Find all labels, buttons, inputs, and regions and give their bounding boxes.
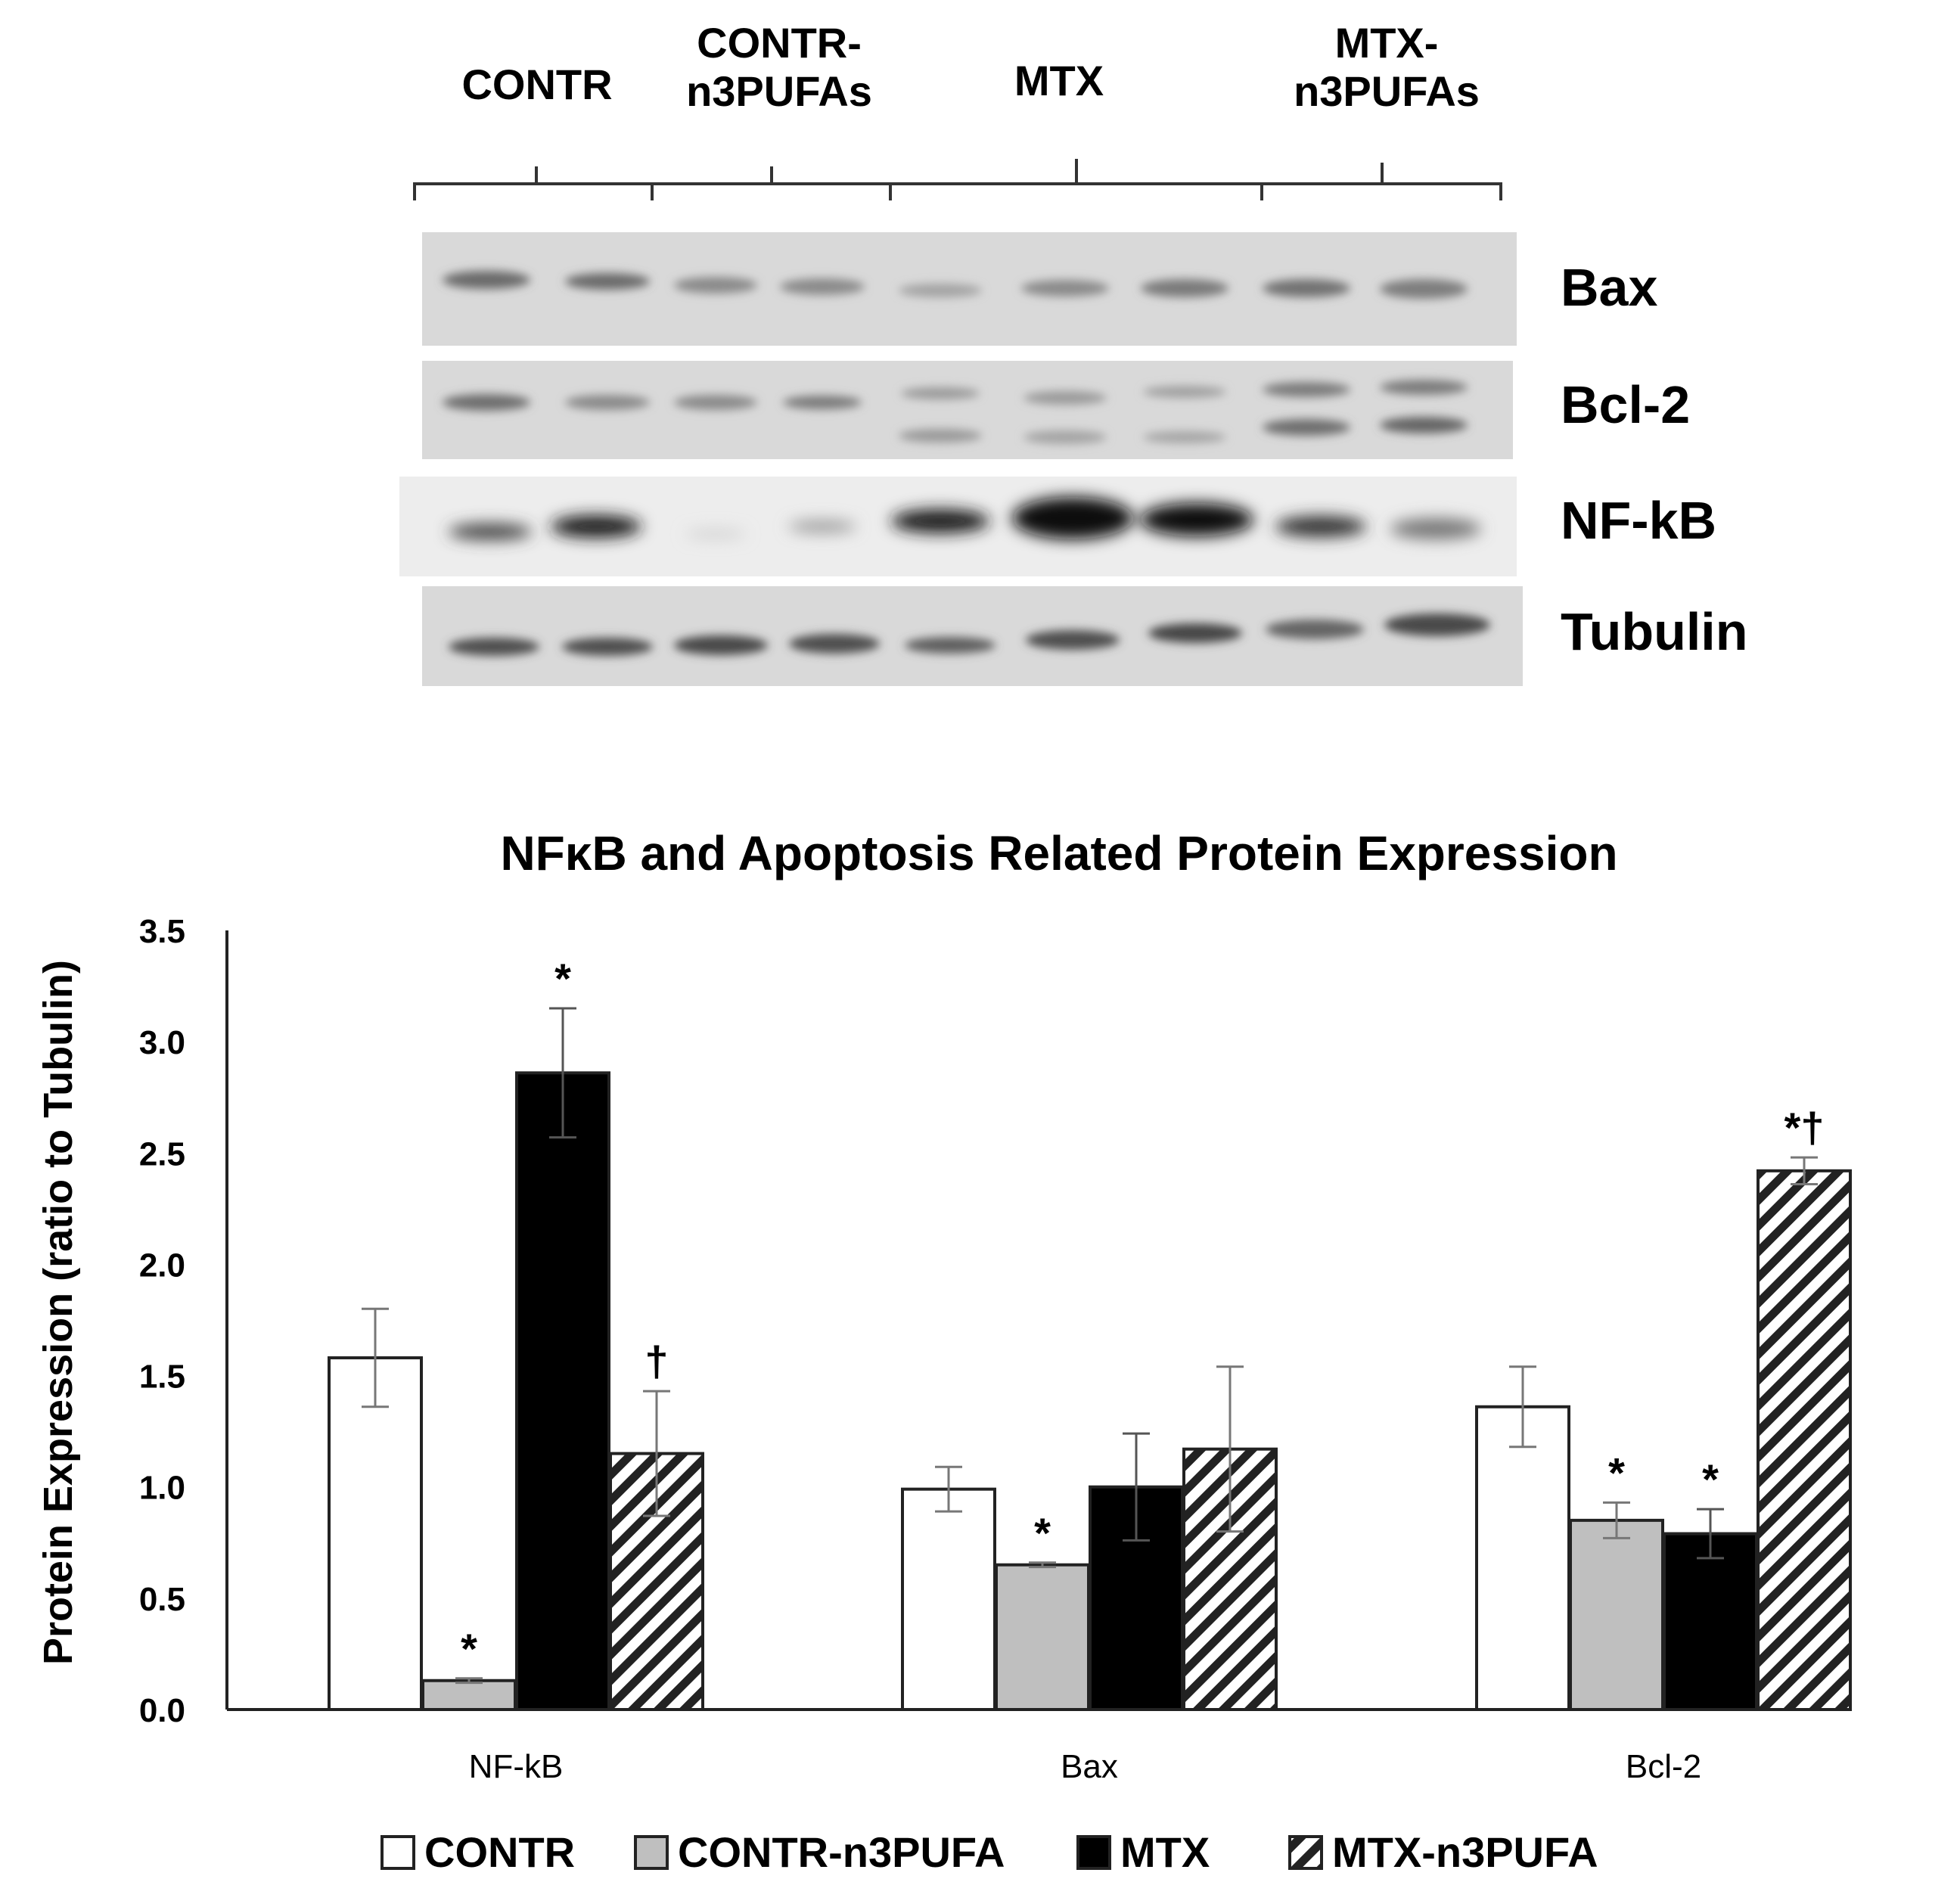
significance-marker: * [1608,1449,1625,1496]
significance-marker: * [554,955,571,1002]
significance-marker: * [1702,1455,1719,1503]
legend-swatch [381,1835,415,1870]
blot-strip-bax [422,232,1517,346]
significance-marker: *† [1785,1104,1825,1151]
legend-swatch [1288,1835,1323,1870]
bar-nf-kb-contr-n3pufa [421,1679,517,1712]
bar-bcl-2-contr-n3pufa [1569,1518,1664,1712]
error-bars [362,1007,1818,1685]
blot-group-label-contr-n3pufas: CONTR- n3PUFAs [686,19,872,115]
bar-bax-contr [901,1487,996,1711]
western-blot-panel [399,159,1523,686]
bar-nf-kb-mtx [515,1071,610,1712]
blot-strip-nfkb [399,477,1517,576]
chart-title: NFκB and Apoptosis Related Protein Expre… [500,826,1617,880]
significance-marker: * [461,1625,477,1672]
bar-bcl-2-mtx [1663,1532,1758,1711]
legend-label: MTX [1120,1828,1210,1876]
x-tick-label: Bcl-2 [1626,1748,1701,1785]
y-tick-label: 0.5 [139,1581,185,1618]
x-tick-labels: NF-kB Bax Bcl-2 [469,1748,1701,1785]
legend-label: CONTR-n3PUFA [678,1828,1005,1876]
y-axis-label: Protein Expression (ratio to Tubulin) [36,960,81,1665]
blot-label-tubulin: Tubulin [1561,602,1748,661]
significance-marker: † [645,1337,668,1385]
significance-marker: * [1034,1509,1051,1557]
blot-group-label-mtx: MTX [1014,57,1104,104]
y-tick-label: 1.0 [139,1470,185,1507]
blot-label-bax: Bax [1561,258,1658,317]
bar-bax-contr-n3pufa [995,1563,1090,1712]
bar-bcl-2-mtx-n3pufa [1757,1169,1852,1712]
blot-group-label-contr: CONTR [461,61,613,108]
legend-label: CONTR [424,1828,575,1876]
x-tick-label: Bax [1061,1748,1118,1785]
legend-swatch [634,1835,669,1870]
legend-swatch [1076,1835,1111,1870]
significance-markers: **†** **† [461,955,1824,1672]
y-tick-label: 1.5 [139,1359,185,1396]
legend: CONTR CONTR-n3PUFA MTX MTX-n3PUFA [381,1828,1598,1876]
bars [328,1071,1852,1712]
y-tick-labels: 0.0 0.5 1.0 1.5 2.0 2.5 3.0 3.5 [139,913,185,1729]
x-tick-label: NF-kB [469,1748,564,1785]
bar-nf-kb-contr [328,1356,423,1711]
blot-label-nfkb: NF-kB [1561,491,1717,550]
blot-strip-bcl2 [422,361,1513,459]
y-tick-label: 0.0 [139,1692,185,1729]
y-tick-label: 2.5 [139,1135,185,1172]
blot-label-bcl2: Bcl-2 [1561,375,1691,434]
bar-bcl-2-contr [1475,1405,1570,1712]
y-tick-label: 2.0 [139,1247,185,1284]
blot-group-label-mtx-n3pufas: MTX- n3PUFAs [1294,19,1480,115]
legend-label: MTX-n3PUFA [1332,1828,1598,1876]
y-tick-label: 3.5 [139,913,185,950]
y-tick-label: 3.0 [139,1024,185,1061]
blot-strip-tubulin [422,586,1523,686]
group-brackets [413,159,1502,200]
